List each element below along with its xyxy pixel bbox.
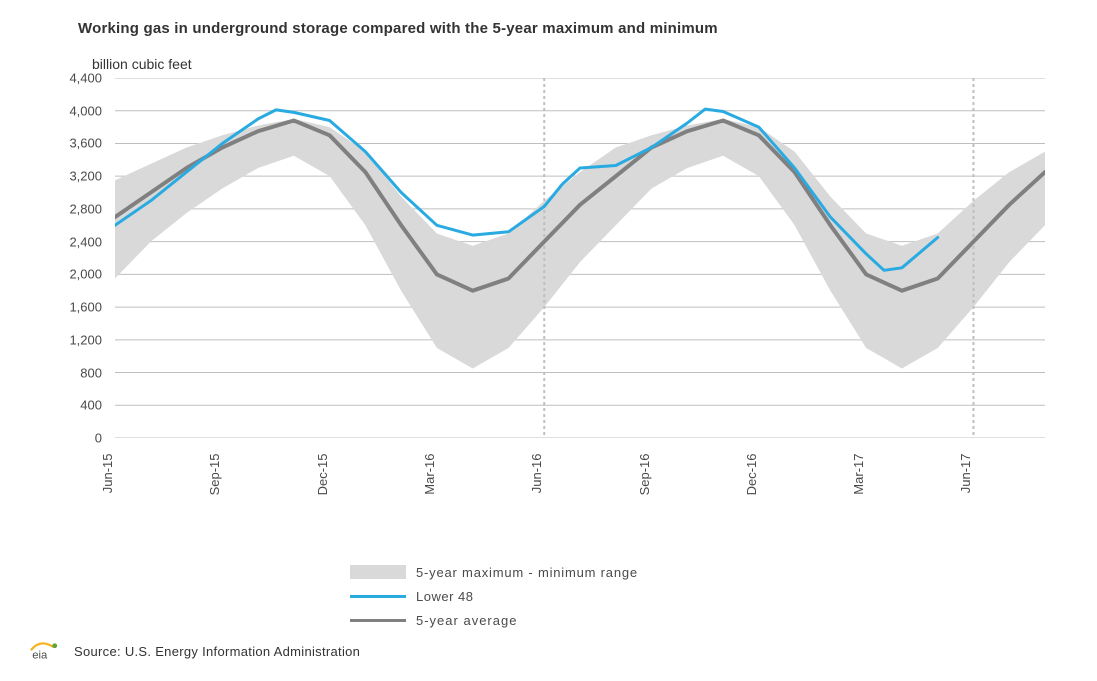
x-axis-ticks: Jun-15Sep-15Dec-15Mar-16Jun-16Sep-16Dec-… [115,442,1045,562]
x-tick-label: Mar-17 [851,454,866,495]
x-tick-label: Jun-17 [958,454,973,494]
source-row: eia Source: U.S. Energy Information Admi… [30,640,360,662]
y-tick-label: 0 [2,431,102,446]
y-axis-ticks: 04008001,2001,6002,0002,4002,8003,2003,6… [0,78,110,438]
chart-plot-area [115,78,1045,438]
source-label: Source: U.S. Energy Information Administ… [74,644,360,659]
y-tick-label: 2,800 [2,201,102,216]
legend-line-average [350,619,406,622]
x-tick-label: Dec-15 [315,454,330,496]
x-tick-label: Jun-15 [100,454,115,494]
chart-svg [115,78,1045,438]
five-year-range-band [115,119,1045,369]
legend-swatch-range [350,565,406,579]
y-tick-label: 3,600 [2,136,102,151]
y-tick-label: 2,400 [2,234,102,249]
legend-label-average: 5-year average [416,613,517,628]
y-tick-label: 800 [2,365,102,380]
y-tick-label: 4,400 [2,71,102,86]
x-tick-label: Jun-16 [529,454,544,494]
legend: 5-year maximum - minimum range Lower 48 … [350,560,850,632]
y-tick-label: 4,000 [2,103,102,118]
y-tick-label: 1,200 [2,332,102,347]
legend-item-range: 5-year maximum - minimum range [350,560,850,584]
legend-line-lower48 [350,595,406,598]
y-tick-label: 1,600 [2,300,102,315]
y-tick-label: 2,000 [2,267,102,282]
legend-label-lower48: Lower 48 [416,589,473,604]
x-tick-label: Mar-16 [422,454,437,495]
svg-text:eia: eia [32,650,48,662]
legend-item-average: 5-year average [350,608,850,632]
chart-title: Working gas in underground storage compa… [78,20,718,37]
y-tick-label: 3,200 [2,169,102,184]
eia-logo-icon: eia [30,640,66,662]
legend-label-range: 5-year maximum - minimum range [416,565,638,580]
y-tick-label: 400 [2,398,102,413]
y-axis-unit-label: billion cubic feet [92,56,192,72]
x-tick-label: Sep-15 [207,454,222,496]
legend-item-lower48: Lower 48 [350,584,850,608]
x-tick-label: Dec-16 [744,454,759,496]
x-tick-label: Sep-16 [637,454,652,496]
